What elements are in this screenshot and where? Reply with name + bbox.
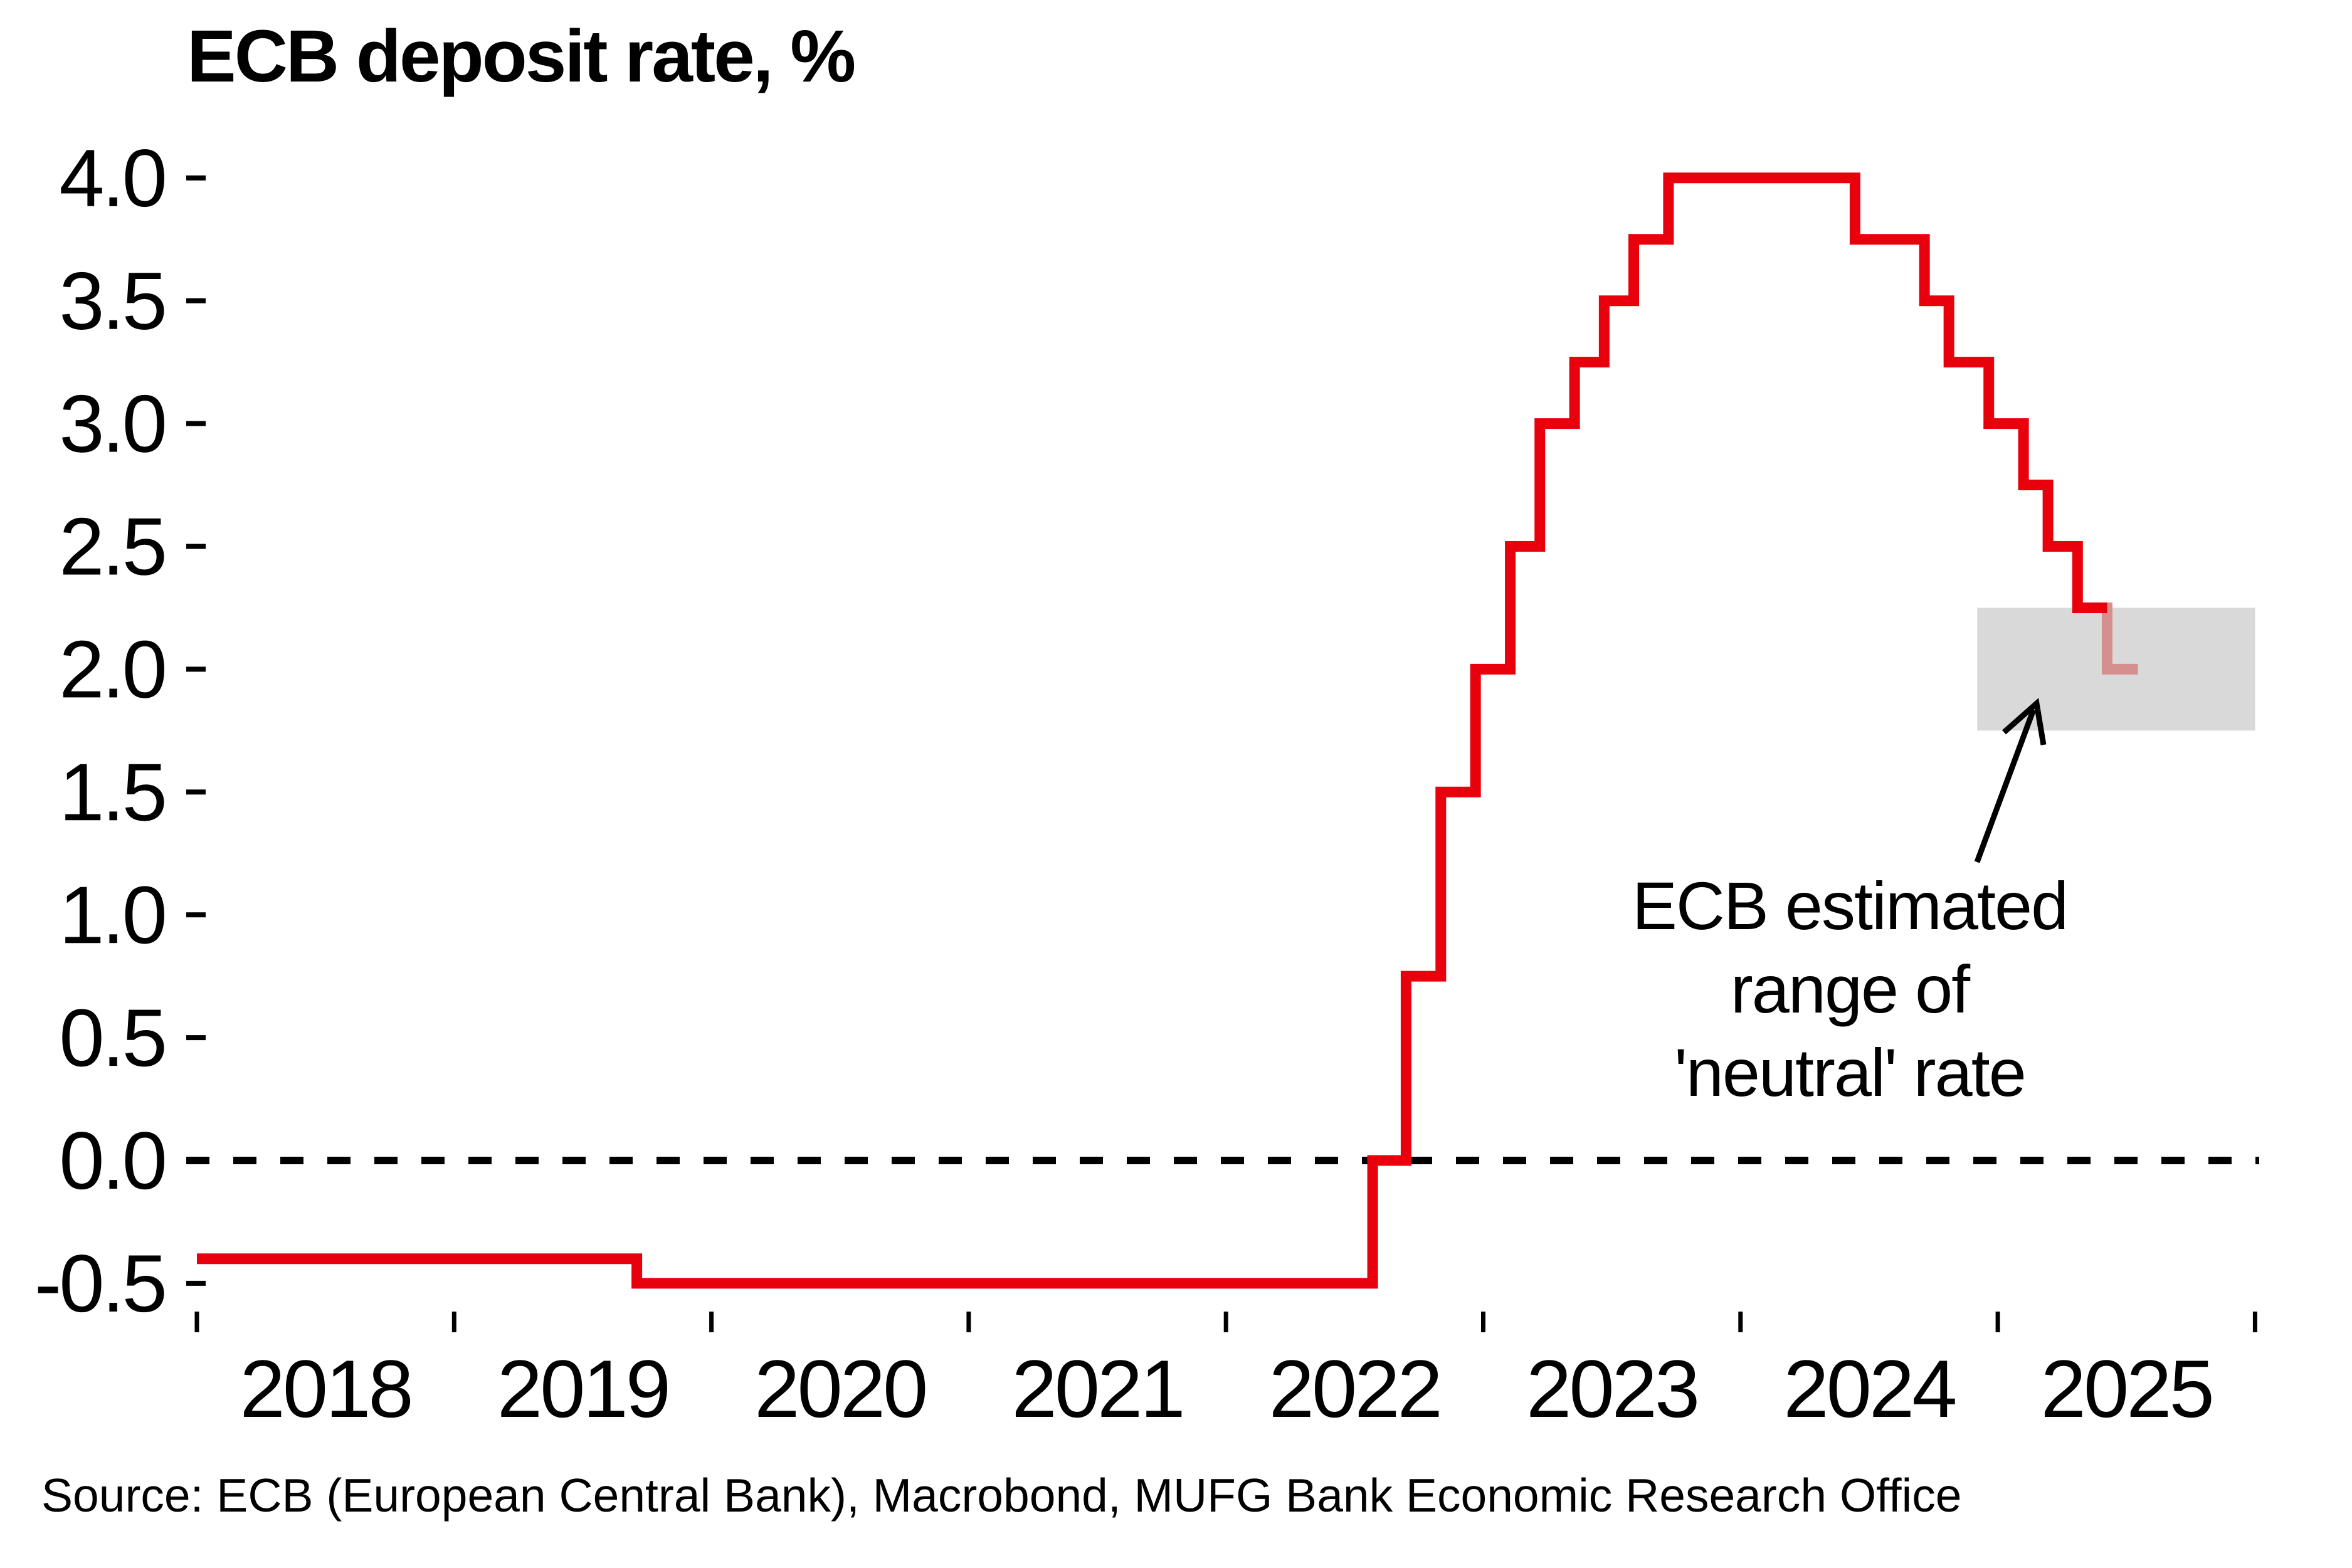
x-axis-label: 2025 <box>2041 1343 2212 1434</box>
y-axis-label: 4.0 <box>59 132 165 224</box>
y-axis-label: 1.5 <box>59 746 165 838</box>
y-axis-label: 1.0 <box>59 869 165 960</box>
x-tick <box>1223 1312 1228 1332</box>
y-tick <box>186 544 206 549</box>
x-axis-label: 2020 <box>754 1343 926 1434</box>
x-axis-ticks <box>194 1312 2257 1332</box>
y-tick <box>186 1280 206 1286</box>
annotation-line-3: 'neutral' rate <box>1674 1034 2027 1110</box>
x-tick <box>966 1312 971 1332</box>
x-axis-label: 2024 <box>1783 1343 1955 1434</box>
x-tick <box>709 1312 714 1332</box>
source-note: Source: ECB (European Central Bank), Mac… <box>41 1469 1962 1522</box>
y-axis-label: 3.0 <box>59 378 165 470</box>
y-axis-label: -0.5 <box>34 1238 165 1329</box>
x-tick <box>451 1312 456 1332</box>
y-tick <box>186 912 206 918</box>
y-axis-label: 2.0 <box>59 623 165 715</box>
x-axis-label: 2022 <box>1269 1343 1440 1434</box>
x-tick <box>1481 1312 1485 1332</box>
x-axis-label: 2018 <box>240 1343 411 1434</box>
y-axis-labels: 4.0 3.5 3.0 2.5 2.0 1.5 1.0 0.5 0.0 -0.5 <box>34 132 167 1329</box>
x-tick <box>1995 1312 2000 1332</box>
y-tick <box>186 666 206 672</box>
y-tick <box>186 175 206 181</box>
annotation-line-1: ECB estimated <box>1632 868 2069 944</box>
annotation-line-2: range of <box>1730 951 1970 1027</box>
y-axis-label: 2.5 <box>59 501 165 592</box>
y-tick <box>186 1035 206 1041</box>
y-axis-label: 0.0 <box>59 1115 165 1206</box>
y-tick <box>186 1158 206 1163</box>
neutral-rate-annotation: ECB estimated range of 'neutral' rate <box>1611 864 2088 1114</box>
y-tick <box>186 789 206 795</box>
y-tick <box>186 421 206 426</box>
x-axis-label: 2019 <box>497 1343 668 1434</box>
y-tick <box>186 298 206 303</box>
y-axis-label: 3.5 <box>59 255 165 347</box>
chart-title: ECB deposit rate, % <box>187 15 856 98</box>
x-axis-labels: 2018 2019 2020 2021 2022 2023 2024 2025 <box>240 1343 2215 1434</box>
x-tick <box>194 1312 199 1332</box>
x-tick <box>1738 1312 1743 1332</box>
annotation-arrow <box>1974 698 2047 863</box>
rate-line-actual <box>197 172 2107 1289</box>
x-axis-label: 2023 <box>1526 1343 1697 1434</box>
x-axis-label: 2021 <box>1011 1343 1183 1434</box>
y-axis-ticks <box>186 175 206 1286</box>
y-axis-label: 0.5 <box>59 992 165 1083</box>
rate-step-lines <box>197 172 2138 1289</box>
x-tick <box>2252 1312 2257 1332</box>
